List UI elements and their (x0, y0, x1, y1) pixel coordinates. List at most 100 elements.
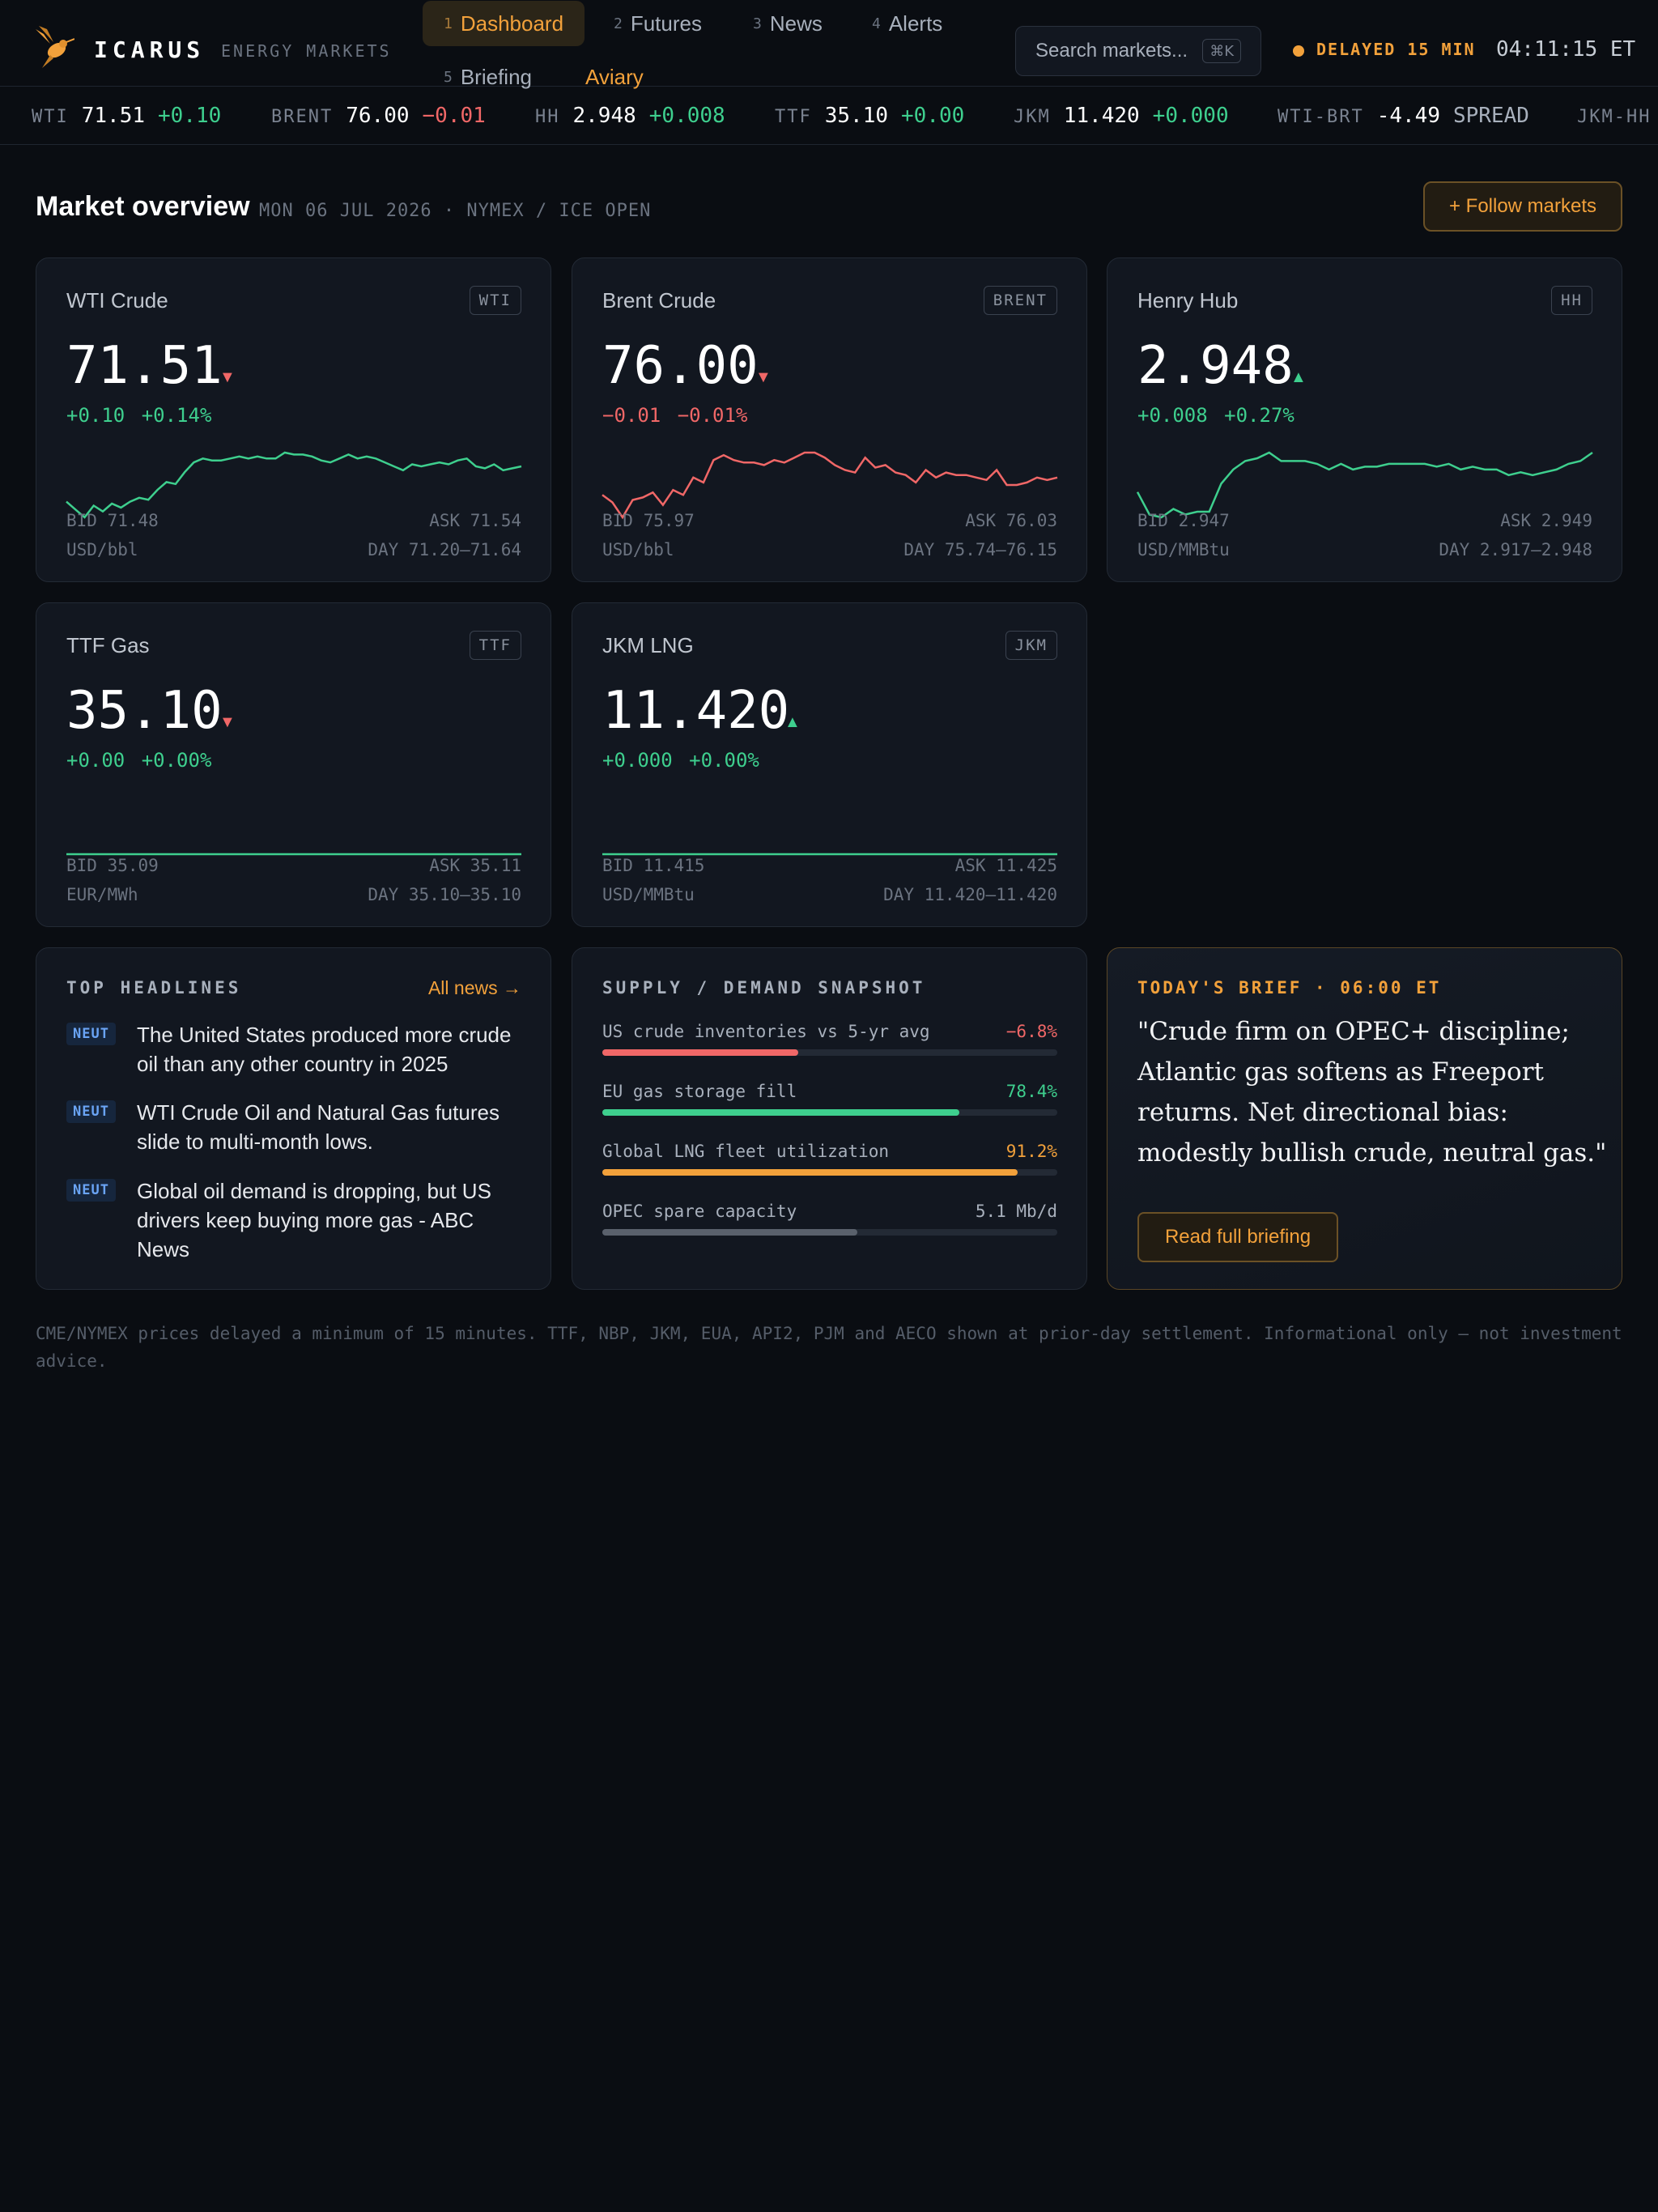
metric-track (602, 1049, 1057, 1056)
sentiment-badge: NEUT (66, 1179, 116, 1202)
hummingbird-logo-icon[interactable] (32, 24, 74, 71)
follow-markets-button[interactable]: + Follow markets (1423, 181, 1622, 232)
market-price: 76.00 (602, 336, 759, 396)
day-range: DAY 71.20–71.64 (368, 540, 521, 559)
market-card-henry-hub[interactable]: Henry Hub HH 2.948 ▲ +0.008 +0.27% BID 2… (1107, 257, 1622, 582)
search-input[interactable]: Search markets... ⌘K (1015, 26, 1261, 76)
nav-number: 2 (614, 15, 623, 32)
market-name: JKM LNG (602, 633, 694, 657)
headlines-title: TOP HEADLINES (66, 978, 242, 998)
nav-tab-aviary[interactable]: Aviary (564, 54, 665, 100)
change-abs: +0.10 (66, 404, 125, 427)
metric-label: EU gas storage fill (602, 1082, 797, 1101)
market-change: +0.00 +0.00% (66, 749, 211, 772)
bid-price: BID 71.48 (66, 511, 159, 530)
market-name: WTI Crude (66, 288, 168, 313)
ask-price: ASK 76.03 (965, 511, 1057, 530)
sparkline-line (602, 451, 1058, 520)
market-price: 71.51 (66, 336, 223, 396)
headline-item[interactable]: NEUT Global oil demand is dropping, but … (66, 1176, 520, 1270)
day-range: DAY 75.74–76.15 (903, 540, 1057, 559)
change-abs: −0.01 (602, 404, 661, 427)
market-tag: BRENT (983, 286, 1057, 315)
ask-price: ASK 2.949 (1500, 511, 1592, 530)
metric-track (602, 1229, 1057, 1236)
change-pct: +0.27% (1224, 404, 1295, 427)
price-down-arrow-icon: ▼ (219, 368, 236, 386)
nav-number: 4 (872, 15, 881, 32)
change-pct: +0.00% (689, 749, 759, 772)
market-price: 2.948 (1137, 336, 1294, 396)
market-card-ttf[interactable]: TTF Gas TTF 35.10 ▼ +0.00 +0.00% BID 35.… (36, 602, 551, 927)
ticker-item-wti[interactable]: WTI 71.51 +0.10 (32, 104, 221, 128)
price-unit: USD/MMBtu (602, 885, 695, 904)
ticker-item-hh[interactable]: HH 2.948 +0.008 (535, 104, 725, 128)
nav-tab-alerts[interactable]: 4 Alerts (851, 1, 963, 46)
price-down-arrow-icon: ▼ (219, 713, 236, 731)
market-tag: JKM (1005, 631, 1057, 660)
sparkline-chart (602, 451, 1058, 520)
ticker-price: -4.49 (1376, 104, 1440, 128)
metric-bar (602, 1169, 1018, 1176)
ticker-change: SPREAD (1453, 104, 1529, 128)
supply-demand-panel: SUPPLY / DEMAND SNAPSHOT US crude invent… (572, 947, 1087, 1290)
headline-text: Global oil demand is dropping, but US dr… (137, 1179, 491, 1261)
change-pct: −0.01% (677, 404, 748, 427)
ticker-symbol: JKM (1014, 107, 1051, 127)
ticker-symbol: TTF (775, 107, 812, 127)
nav-tab-news[interactable]: 3 News (732, 1, 844, 46)
brand-name: ICARUS (94, 36, 206, 63)
headline-item[interactable]: NEUT WTI Crude Oil and Natural Gas futur… (66, 1098, 520, 1163)
market-change: −0.01 −0.01% (602, 404, 747, 427)
change-abs: +0.000 (602, 749, 673, 772)
metric-value: −6.8% (1005, 1022, 1057, 1041)
ticker-price: 71.51 (81, 104, 146, 128)
brief-quote: "Crude firm on OPEC+ discipline; Atlanti… (1137, 1017, 1607, 1168)
sentiment-badge: NEUT (66, 1100, 116, 1123)
sparkline-chart (66, 853, 521, 856)
ticker-item-ttf[interactable]: TTF 35.10 +0.00 (775, 104, 964, 128)
ticker-item-wti-brent-spread[interactable]: WTI-BRT -4.49 SPREAD (1278, 104, 1529, 128)
market-name: Brent Crude (602, 288, 716, 313)
metric-label: US crude inventories vs 5-yr avg (602, 1022, 930, 1041)
price-up-arrow-icon: ▲ (784, 713, 801, 731)
metric-value: 78.4% (1005, 1082, 1057, 1101)
ticker-price: 35.10 (824, 104, 889, 128)
market-card-jkm[interactable]: JKM LNG JKM 11.420 ▲ +0.000 +0.00% BID 1… (572, 602, 1087, 927)
market-change: +0.000 +0.00% (602, 749, 759, 772)
supply-demand-title: SUPPLY / DEMAND SNAPSHOT (602, 978, 926, 998)
search-placeholder: Search markets... (1035, 40, 1188, 62)
page-subtitle: MON 06 JUL 2026 · NYMEX / ICE OPEN (259, 201, 652, 221)
ask-price: ASK 35.11 (429, 856, 521, 875)
price-up-arrow-icon: ▲ (1290, 368, 1307, 386)
ticker-item-brent[interactable]: BRENT 76.00 −0.01 (271, 104, 486, 128)
headlines-panel: TOP HEADLINES All news → NEUT The United… (36, 947, 551, 1290)
ticker-symbol: BRENT (271, 107, 334, 127)
nav-tab-dashboard[interactable]: 1 Dashboard (423, 1, 585, 46)
market-card-brent[interactable]: Brent Crude BRENT 76.00 ▼ −0.01 −0.01% B… (572, 257, 1087, 582)
supply-row-eu-gas: EU gas storage fill 78.4% (602, 1082, 1057, 1122)
change-abs: +0.008 (1137, 404, 1208, 427)
market-card-wti[interactable]: WTI Crude WTI 71.51 ▼ +0.10 +0.14% BID 7… (36, 257, 551, 582)
page-title: Market overview (36, 191, 250, 222)
ticker-item-jkm-hh[interactable]: JKM-HH (1577, 104, 1658, 128)
ticker-item-jkm[interactable]: JKM 11.420 +0.000 (1014, 104, 1229, 128)
all-news-link[interactable]: All news → (427, 977, 521, 998)
nav-label: News (769, 11, 823, 36)
market-clock: 04:11:15 ET (1496, 37, 1636, 62)
read-full-briefing-button[interactable]: Read full briefing (1137, 1212, 1338, 1262)
nav-label: Briefing (460, 64, 532, 89)
ticker-price: 2.948 (572, 104, 636, 128)
bid-price: BID 2.947 (1137, 511, 1230, 530)
nav-label: Alerts (888, 11, 943, 36)
nav-tab-futures[interactable]: 2 Futures (593, 1, 723, 46)
change-pct: +0.14% (141, 404, 212, 427)
supply-row-lng-fleet: Global LNG fleet utilization 91.2% (602, 1142, 1057, 1182)
headline-item[interactable]: NEUT The United States produced more cru… (66, 1020, 520, 1085)
headline-text: WTI Crude Oil and Natural Gas futures sl… (137, 1100, 500, 1154)
search-shortcut-key: ⌘K (1202, 39, 1241, 63)
metric-label: Global LNG fleet utilization (602, 1142, 890, 1161)
market-tag: WTI (469, 286, 521, 315)
nav-tab-briefing[interactable]: 5 Briefing (423, 54, 553, 100)
sparkline-chart (602, 853, 1057, 856)
